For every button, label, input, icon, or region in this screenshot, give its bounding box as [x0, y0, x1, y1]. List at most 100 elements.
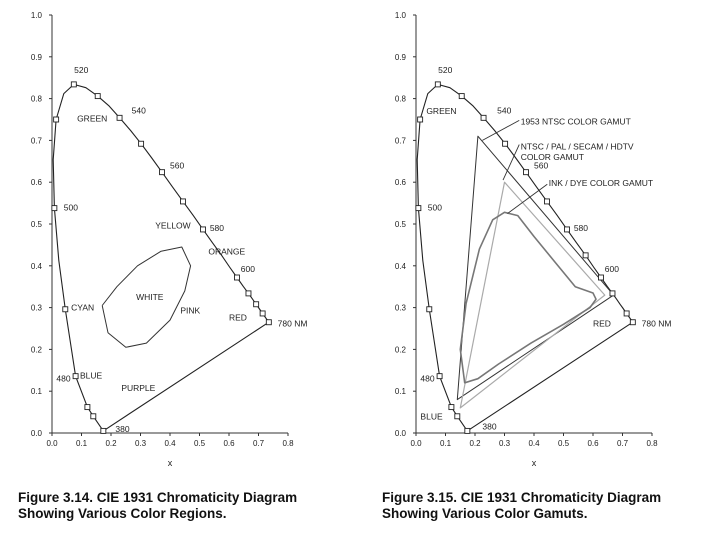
x-axis-label: x [532, 458, 537, 468]
y-tick-label: 0.7 [31, 136, 43, 145]
y-tick-label: 0.2 [31, 345, 43, 354]
spectral-locus-path [416, 83, 634, 432]
wavelength-marker [629, 319, 636, 326]
ntsc-pal-secam-hdtv-gamut-path [459, 181, 606, 409]
x-tick-label: 0.2 [469, 439, 481, 448]
wavelength-marker [180, 198, 186, 205]
region-label: 520 [74, 65, 88, 75]
wavelength-marker [582, 252, 589, 259]
y-tick-label: 0.5 [395, 220, 407, 229]
wavelength-marker [51, 205, 58, 212]
region-label: BLUE [420, 411, 443, 421]
wavelength-marker [564, 226, 570, 233]
wavelength-marker [245, 290, 252, 297]
y-tick-label: 1.0 [395, 11, 407, 20]
wavelength-marker [458, 93, 465, 100]
y-tick-label: 0.4 [395, 262, 407, 271]
wavelength-marker [464, 427, 471, 434]
region-label: ORANGE [208, 247, 245, 257]
wavelength-marker [544, 198, 550, 205]
wavelength-marker [72, 373, 79, 380]
region-label: 600 [605, 264, 619, 274]
x-tick-label: 0.0 [46, 439, 58, 448]
y-tick-label: 0.1 [395, 387, 407, 396]
wavelength-marker [502, 140, 509, 147]
region-label: GREEN [77, 114, 107, 124]
region-label: 580 [210, 223, 224, 233]
wavelength-marker [234, 274, 240, 281]
wavelength-marker [138, 140, 145, 147]
y-tick-label: 0.0 [31, 429, 43, 438]
wavelength-marker [116, 114, 123, 121]
x-tick-label: 0.6 [587, 439, 599, 448]
x-tick-label: 0.1 [76, 439, 88, 448]
region-label: 1953 NTSC COLOR GAMUT [521, 117, 631, 127]
callout-line [507, 183, 548, 214]
wavelength-marker [623, 310, 630, 317]
y-tick-label: 0.5 [31, 220, 43, 229]
y-tick-label: 0.2 [395, 345, 407, 354]
region-label: 500 [64, 202, 78, 212]
y-tick-label: 0.0 [395, 429, 407, 438]
wavelength-marker [417, 116, 424, 123]
region-label: 520 [438, 65, 452, 75]
region-label: COLOR GAMUT [521, 152, 584, 162]
wavelength-marker [448, 404, 455, 411]
y-tick-label: 0.8 [31, 95, 43, 104]
x-tick-label: 0.3 [135, 439, 147, 448]
ink-dye-gamut-path [459, 211, 597, 384]
y-tick-label: 0.3 [31, 304, 43, 313]
y-tick-label: 0.3 [395, 304, 407, 313]
region-label: RED [229, 313, 247, 323]
x-tick-label: 0.4 [528, 439, 540, 448]
wavelength-marker [480, 114, 487, 121]
x-tick-label: 0.6 [223, 439, 235, 448]
x-tick-label: 0.2 [105, 439, 117, 448]
x-tick-label: 0.7 [617, 439, 629, 448]
region-label: RED [593, 318, 611, 328]
wavelength-marker [259, 310, 266, 317]
caption-line: Showing Various Color Gamuts. [382, 506, 588, 521]
x-tick-label: 0.8 [646, 439, 658, 448]
region-label: 540 [497, 105, 511, 115]
region-label: 580 [574, 223, 588, 233]
wavelength-marker [62, 306, 69, 313]
caption-line: Figure 3.14. CIE 1931 Chromaticity Diagr… [18, 490, 298, 505]
y-tick-label: 0.7 [395, 136, 407, 145]
region-label: 480 [420, 374, 434, 384]
region-ellipse-path [101, 246, 192, 348]
wavelength-marker [53, 116, 60, 123]
wavelength-marker [434, 81, 441, 88]
region-label: 500 [428, 202, 442, 212]
y-tick-label: 0.6 [31, 178, 43, 187]
caption-line: Figure 3.15. CIE 1931 Chromaticity Diagr… [382, 490, 662, 505]
region-label: CYAN [71, 303, 94, 313]
x-tick-label: 0.8 [282, 439, 294, 448]
y-tick-label: 0.6 [395, 178, 407, 187]
region-label: 780 NM [278, 318, 308, 328]
region-label: BLUE [80, 371, 103, 381]
region-label: 780 NM [642, 318, 672, 328]
figure-caption-left: Figure 3.14. CIE 1931 Chromaticity Diagr… [18, 490, 297, 522]
y-tick-label: 0.9 [31, 53, 43, 62]
wavelength-marker [415, 205, 422, 212]
wavelength-marker [100, 427, 107, 434]
wavelength-marker [84, 404, 91, 411]
wavelength-marker [94, 93, 101, 100]
region-label: PURPLE [121, 383, 155, 393]
region-label: INK / DYE COLOR GAMUT [549, 178, 653, 188]
wavelength-marker [426, 306, 433, 313]
callout-line [502, 144, 520, 181]
region-label: GREEN [426, 106, 456, 116]
x-tick-label: 0.3 [499, 439, 511, 448]
wavelength-marker [609, 290, 616, 297]
wavelength-marker [70, 81, 77, 88]
caption-line: Showing Various Color Regions. [18, 506, 227, 521]
region-label: NTSC / PAL / SECAM / HDTV [521, 142, 634, 152]
y-tick-label: 0.1 [31, 387, 43, 396]
region-label: 560 [534, 160, 548, 170]
region-label: YELLOW [155, 220, 190, 230]
